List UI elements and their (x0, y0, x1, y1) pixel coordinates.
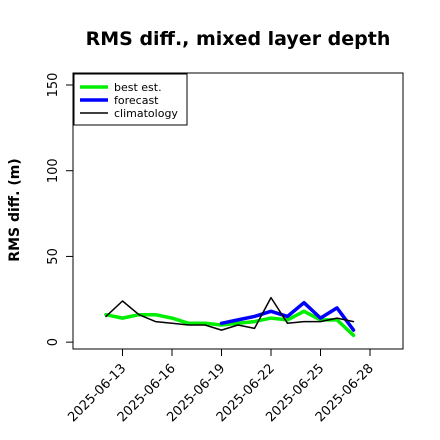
plot-frame (72, 72, 404, 350)
y-axis-label: RMS diff. (m) (7, 158, 23, 261)
chart-title: RMS diff., mixed layer depth (86, 28, 391, 50)
series-line-climatology (105, 296, 355, 331)
series-line-forecast (219, 300, 356, 332)
legend-label: forecast (114, 94, 159, 107)
legend-label: climatology (114, 107, 178, 120)
y-tick-label: 150 (46, 73, 61, 98)
series-line-best-est (104, 309, 356, 338)
legend-label: best est. (114, 81, 162, 94)
y-tick-label: 50 (46, 248, 61, 265)
series-layer (104, 296, 356, 338)
x-axis: 2025-06-132025-06-162025-06-192025-06-22… (65, 349, 377, 425)
y-tick-label: 0 (46, 338, 61, 346)
y-axis: 0 50 100 150 (46, 73, 73, 346)
y-tick-label: 100 (46, 158, 61, 183)
